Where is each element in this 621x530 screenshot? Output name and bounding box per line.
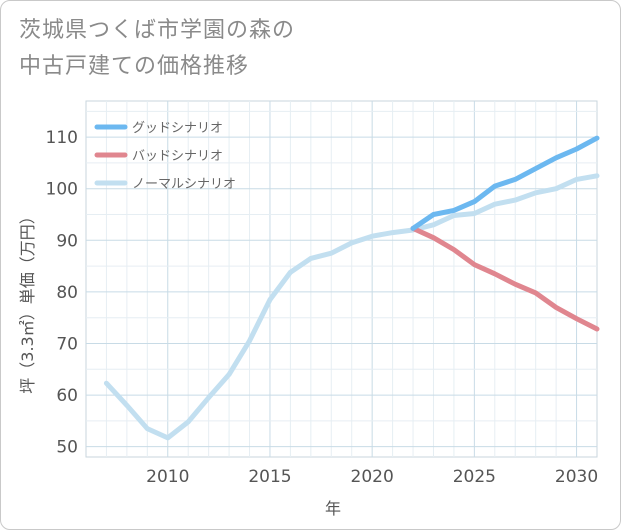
legend-label: バッドシナリオ bbox=[132, 149, 223, 164]
x-tick-label: 2015 bbox=[248, 467, 291, 487]
y-tick-label: 70 bbox=[56, 334, 78, 354]
x-tick-label: 2020 bbox=[351, 467, 394, 487]
chart-title: 茨城県つくば市学園の森の 中古戸建ての価格推移 bbox=[19, 13, 579, 85]
plot-area bbox=[85, 100, 598, 458]
chart-title-line2: 中古戸建ての価格推移 bbox=[19, 54, 250, 79]
y-tick-label: 100 bbox=[46, 180, 78, 200]
y-tick-label: 90 bbox=[56, 231, 78, 251]
grid-lines bbox=[86, 101, 597, 457]
chart-title-line1: 茨城県つくば市学園の森の bbox=[19, 18, 296, 43]
y-tick-label: 110 bbox=[46, 128, 78, 148]
y-tick-label: 80 bbox=[56, 283, 78, 303]
legend-label: ノーマルシナリオ bbox=[132, 177, 236, 192]
series-lines bbox=[103, 135, 600, 441]
y-tick-label: 60 bbox=[56, 386, 78, 406]
y-tick-label: 50 bbox=[56, 438, 78, 458]
series-line-0 bbox=[410, 135, 600, 231]
series-line-1 bbox=[410, 225, 600, 332]
x-axis-title: 年 bbox=[325, 499, 341, 518]
series-line-2 bbox=[103, 173, 600, 441]
x-tick-label: 2030 bbox=[555, 467, 598, 487]
legend-label: グッドシナリオ bbox=[132, 121, 223, 136]
tick-labels: 2010 2015 2020 2025 2030 50 60 70 80 90 100 110 bbox=[46, 128, 599, 487]
x-tick-label: 2025 bbox=[453, 467, 496, 487]
x-tick-label: 2010 bbox=[146, 467, 189, 487]
y-axis-title: 坪（3.3㎡）単価（万円） bbox=[18, 208, 37, 393]
